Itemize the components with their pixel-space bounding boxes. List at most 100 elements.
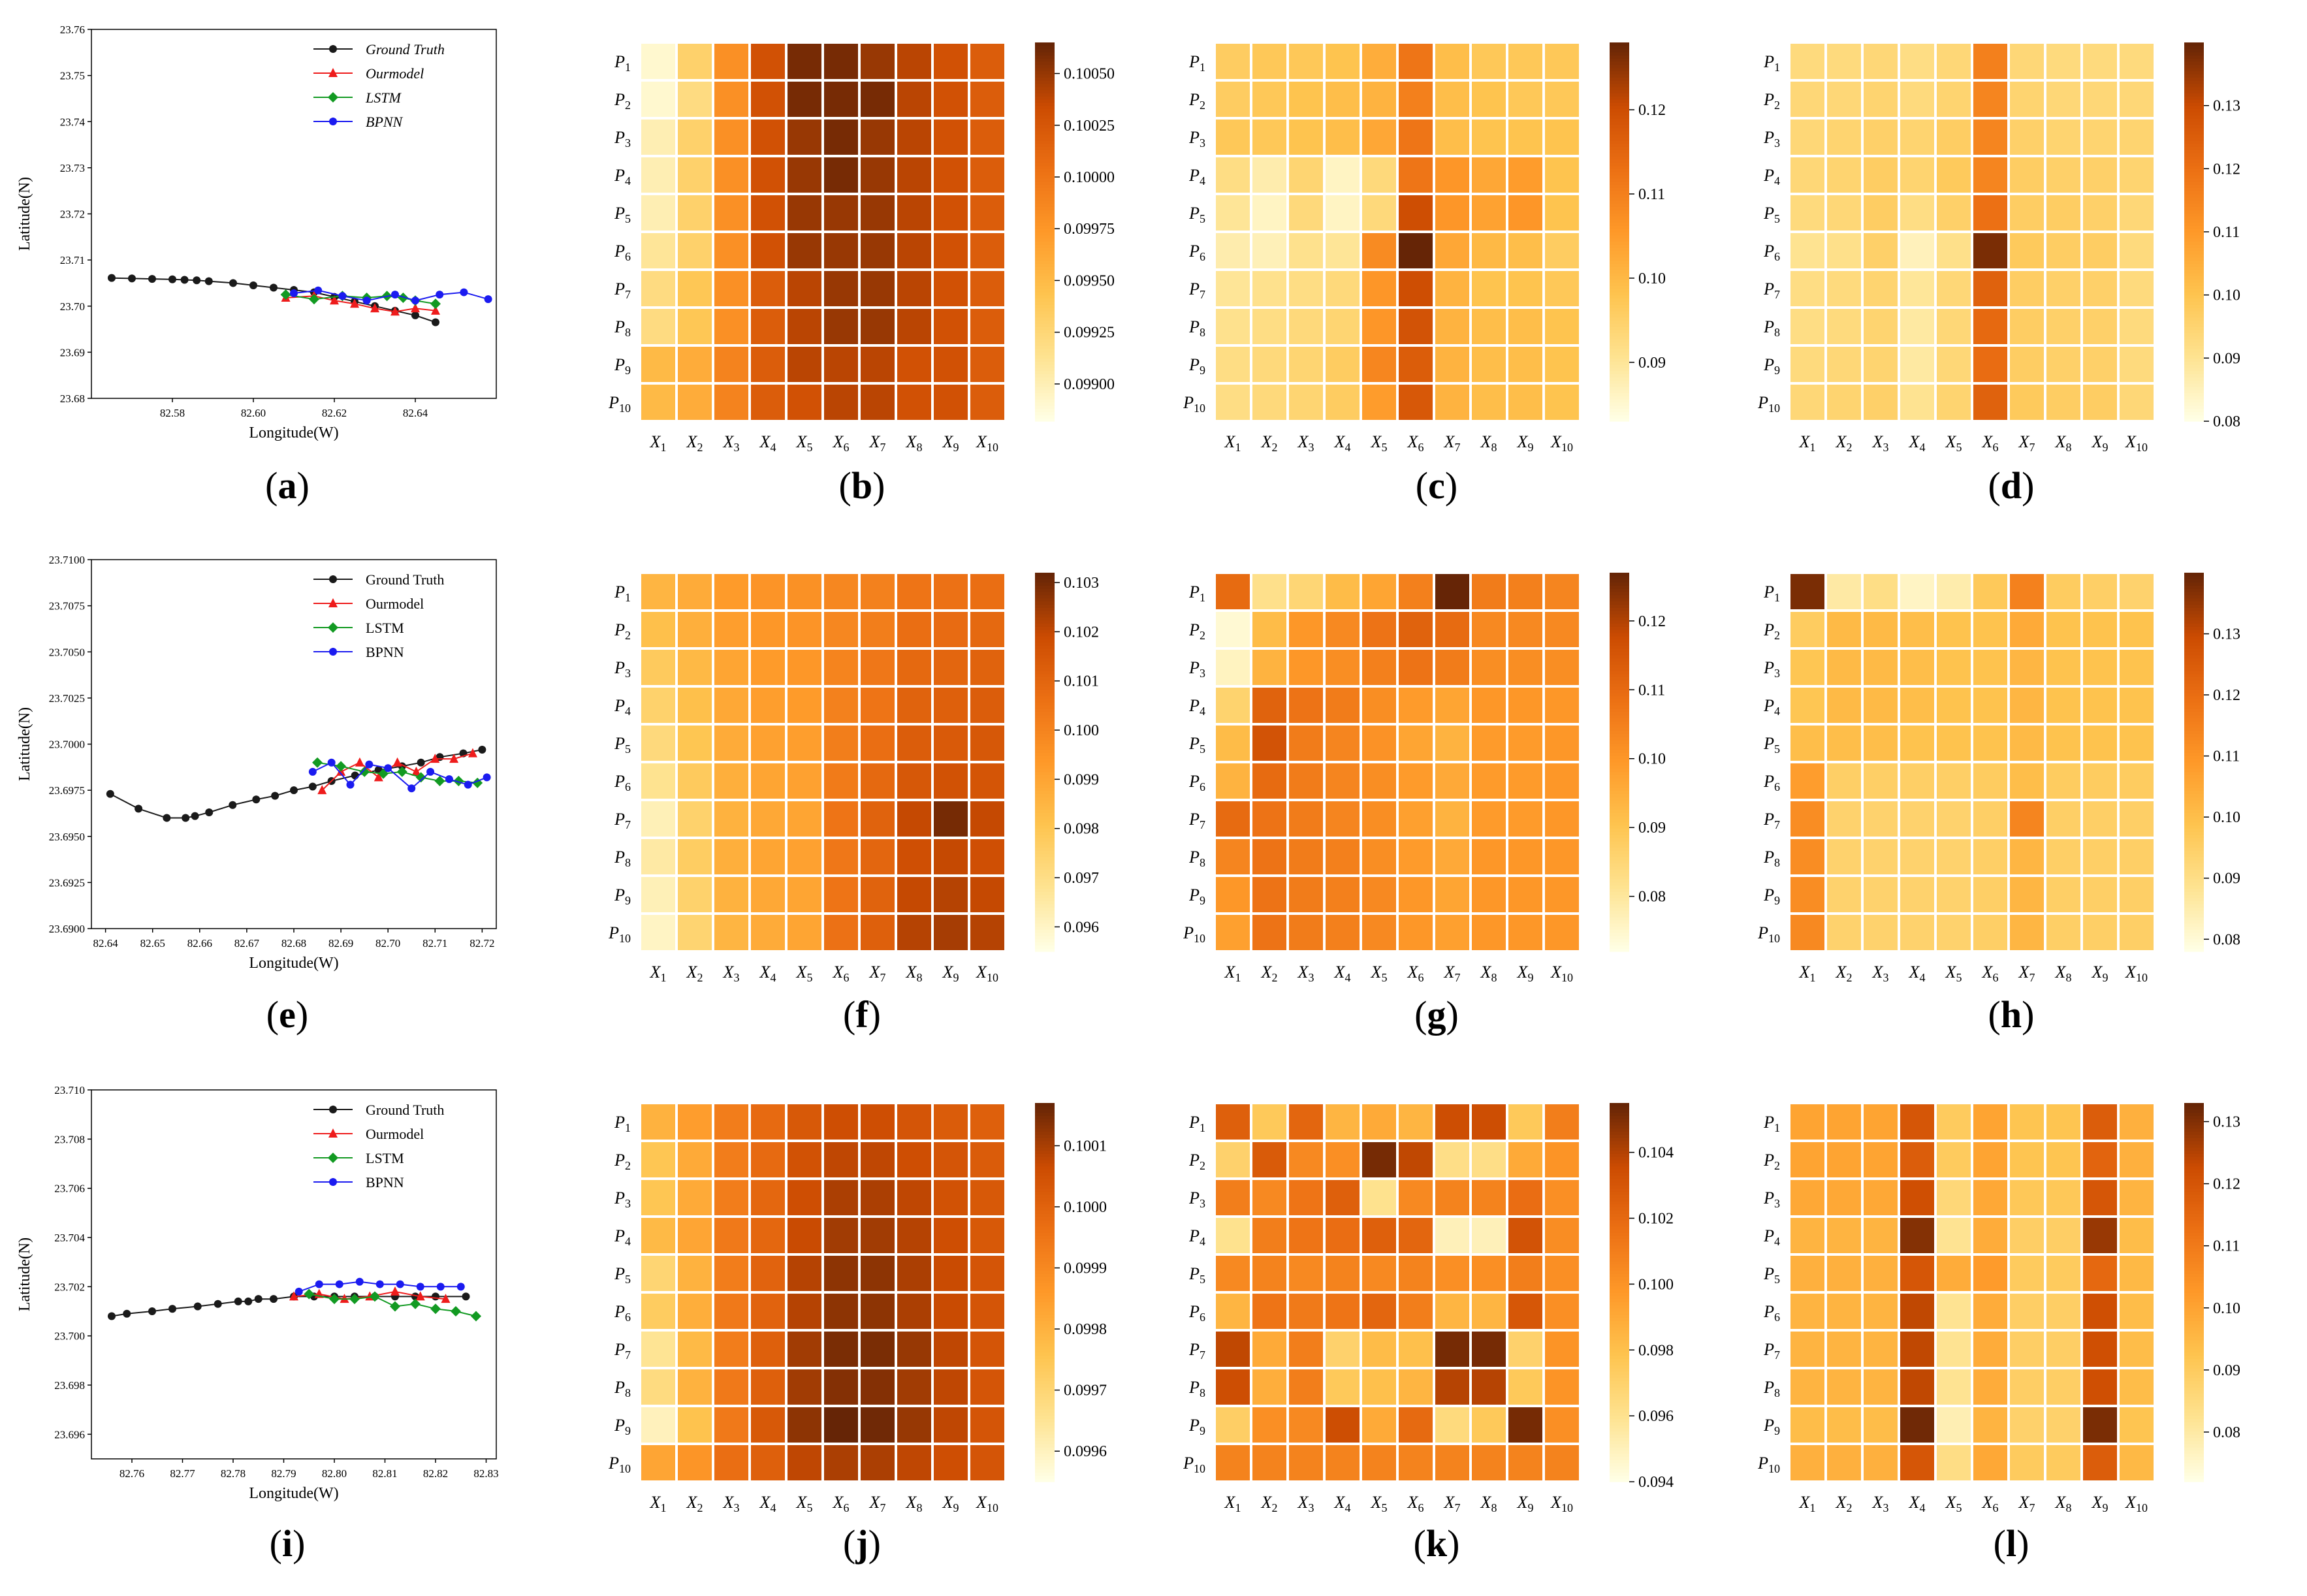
colorbar-strip xyxy=(1610,878,1629,883)
heatmap-cell xyxy=(1433,1291,1472,1332)
colorbar-strip xyxy=(1610,244,1629,248)
heatmap-cell xyxy=(1323,1291,1362,1332)
heatmap-cell xyxy=(1469,571,1508,612)
colorbar-strip xyxy=(2184,108,2204,112)
colorbar-strip xyxy=(2184,1456,2204,1460)
panel-label-d: (d) xyxy=(1988,464,2035,507)
colorbar-strip xyxy=(1610,61,1629,65)
heatmap-cell xyxy=(1433,1102,1472,1142)
heatmap-cell xyxy=(748,306,788,347)
heatmap-cell xyxy=(858,685,897,726)
heatmap-cell xyxy=(785,761,824,801)
colorbar-strip xyxy=(1035,844,1055,848)
heatmap-cell xyxy=(2044,912,2083,953)
colorbar-strip xyxy=(1035,1444,1055,1448)
heatmap-cell xyxy=(895,1329,934,1369)
colorbar-strip xyxy=(2184,1365,2204,1369)
colorbar-strip xyxy=(1610,575,1629,580)
heatmap-cell xyxy=(712,761,751,801)
colorbar-strip xyxy=(2184,1311,2204,1315)
heatmap-cell xyxy=(712,155,751,195)
row-label: P2 xyxy=(1188,1151,1205,1172)
colorbar-strip xyxy=(1610,42,1629,46)
colorbar-strip xyxy=(1610,923,1629,927)
colorbar-strip xyxy=(2184,99,2204,103)
heatmap-cell xyxy=(1824,912,1864,953)
colorbar-strip xyxy=(1035,756,1055,759)
heatmap-cell xyxy=(2080,1405,2120,1445)
row-label: P7 xyxy=(614,1340,631,1362)
colorbar-strip xyxy=(1035,651,1055,656)
heatmap-cell xyxy=(2117,912,2156,953)
colorbar-strip xyxy=(1035,793,1055,797)
colorbar-strip xyxy=(1035,1431,1055,1435)
heatmap-cell xyxy=(968,874,1007,915)
colorbar-strip xyxy=(2184,52,2204,56)
heatmap-cell xyxy=(2007,117,2046,157)
col-label: X10 xyxy=(1550,432,1573,454)
colorbar-strip xyxy=(1035,270,1055,274)
heatmap-cell xyxy=(1250,723,1289,763)
colorbar-strip xyxy=(1610,396,1629,400)
diamond-marker xyxy=(349,1294,360,1305)
colorbar-tick-label: 0.09 xyxy=(2213,1362,2240,1379)
colorbar-strip xyxy=(2184,1465,2204,1470)
heatmap-cell xyxy=(1934,155,1973,195)
heatmap-cell xyxy=(712,912,751,953)
triangle-marker xyxy=(328,1128,338,1138)
colorbar-strip xyxy=(1035,787,1055,791)
heatmap-cell xyxy=(895,79,934,120)
colorbar-strip xyxy=(1035,866,1055,870)
circle-marker xyxy=(384,764,392,773)
heatmap-cell xyxy=(748,1367,788,1407)
colorbar-strip xyxy=(1610,1292,1629,1296)
row-label: P6 xyxy=(1188,1302,1205,1324)
col-label: X5 xyxy=(1945,963,1962,984)
colorbar-strip xyxy=(1610,219,1629,223)
heatmap-cell xyxy=(1286,344,1326,385)
colorbar-strip xyxy=(2184,923,2204,927)
heatmap-cell xyxy=(1213,268,1252,309)
heatmap-cell xyxy=(748,1102,788,1142)
heatmap-cell xyxy=(821,344,861,385)
heatmap-cell xyxy=(2007,193,2046,233)
heatmap-cell xyxy=(1506,1215,1545,1256)
heatmap-cell xyxy=(1250,306,1289,347)
colorbar-tick-label: 0.08 xyxy=(2213,1424,2240,1441)
colorbar-strip xyxy=(1610,1238,1629,1243)
colorbar-strip xyxy=(2184,626,2204,630)
heatmap-cell xyxy=(895,1253,934,1294)
colorbar-strip xyxy=(1610,1368,1629,1372)
colorbar-strip xyxy=(1035,175,1055,179)
y-tick-label: 23.69 xyxy=(60,346,85,359)
colorbar-strip xyxy=(2184,61,2204,65)
heatmap-cell xyxy=(1861,1253,1900,1294)
heatmap-cell xyxy=(1788,799,1827,839)
heatmap-cell xyxy=(639,117,678,157)
heatmap-cell xyxy=(1396,609,1435,650)
colorbar-strip xyxy=(1035,575,1055,580)
heatmap-cell xyxy=(1360,1215,1399,1256)
triangle-marker xyxy=(374,772,383,782)
colorbar-strip xyxy=(2184,295,2204,299)
colorbar-strip xyxy=(1610,756,1629,759)
circle-marker xyxy=(338,292,347,300)
colorbar-strip xyxy=(1610,916,1629,921)
heatmap-cell xyxy=(1971,41,2010,82)
colorbar-strip xyxy=(2184,219,2204,223)
colorbar-strip xyxy=(1610,1314,1629,1318)
colorbar-strip xyxy=(2184,938,2204,943)
col-label: X6 xyxy=(1407,1493,1424,1514)
heatmap-cell xyxy=(1861,306,1900,347)
heatmap-cell xyxy=(2117,1405,2156,1445)
heatmap-cell xyxy=(931,571,970,612)
heatmap-cell xyxy=(1506,1443,1545,1483)
heatmap-cell xyxy=(1469,41,1508,82)
colorbar-strip xyxy=(1610,389,1629,394)
colorbar-strip xyxy=(1035,1428,1055,1432)
colorbar-strip xyxy=(1035,850,1055,854)
colorbar-strip xyxy=(2184,1179,2204,1183)
heatmap-cell xyxy=(1971,79,2010,120)
heatmap-cell xyxy=(2117,382,2156,423)
panel-label-g: (g) xyxy=(1414,993,1459,1036)
